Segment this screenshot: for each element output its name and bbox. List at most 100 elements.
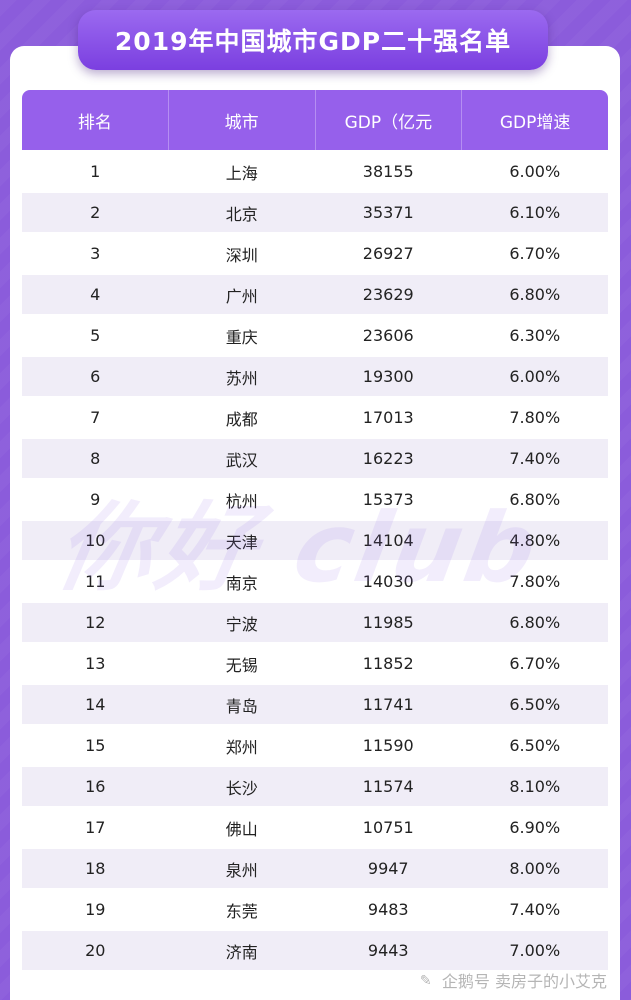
table-row: 2 北京 35371 6.10% [22, 193, 608, 232]
rank-cell: 8 [90, 449, 101, 468]
rank-cell: 2 [90, 203, 101, 222]
gdp-cell: 38155 [362, 162, 414, 181]
city-cell: 杭州 [225, 491, 258, 511]
rank-cell: 5 [90, 326, 101, 345]
gdp-cell: 9483 [367, 900, 409, 919]
city-cell: 北京 [225, 204, 258, 224]
growth-cell: 7.80% [509, 572, 561, 591]
rank-cell: 14 [85, 695, 106, 714]
city-cell: 苏州 [225, 368, 258, 388]
rank-cell: 18 [85, 859, 106, 878]
rank-cell: 17 [85, 818, 106, 837]
growth-cell: 7.80% [509, 408, 561, 427]
table-row: 17 佛山 10751 6.90% [22, 808, 608, 847]
gdp-cell: 11741 [362, 695, 414, 714]
column-header: 城市 [169, 90, 316, 150]
growth-cell: 6.70% [509, 244, 561, 263]
city-cell: 天津 [225, 532, 258, 552]
rank-cell: 19 [85, 900, 106, 919]
city-cell: 成都 [225, 409, 258, 429]
table-row: 11 南京 14030 7.80% [22, 562, 608, 601]
rank-cell: 11 [85, 572, 106, 591]
rank-cell: 15 [85, 736, 106, 755]
rank-cell: 10 [85, 531, 106, 550]
rank-cell: 13 [85, 654, 106, 673]
city-cell: 无锡 [225, 655, 258, 675]
city-cell: 宁波 [225, 614, 258, 634]
gdp-cell: 23606 [362, 326, 414, 345]
city-cell: 东莞 [225, 901, 258, 921]
feather-icon: ✎ [419, 973, 432, 989]
table-row: 19 东莞 9483 7.40% [22, 890, 608, 929]
gdp-cell: 11590 [362, 736, 414, 755]
city-cell: 武汉 [225, 450, 258, 470]
table-row: 5 重庆 23606 6.30% [22, 316, 608, 355]
table-row: 12 宁波 11985 6.80% [22, 603, 608, 642]
growth-cell: 6.10% [509, 203, 561, 222]
city-cell: 佛山 [225, 819, 258, 839]
table-row: 13 无锡 11852 6.70% [22, 644, 608, 683]
column-header: GDP（亿元 [316, 90, 463, 150]
growth-cell: 7.00% [509, 941, 561, 960]
table-row: 10 天津 14104 4.80% [22, 521, 608, 560]
city-cell: 南京 [225, 573, 258, 593]
city-cell: 深圳 [225, 245, 258, 265]
growth-cell: 6.70% [509, 654, 561, 673]
gdp-cell: 10751 [362, 818, 414, 837]
rank-cell: 7 [90, 408, 101, 427]
rank-cell: 9 [90, 490, 101, 509]
column-header: 排名 [22, 90, 169, 150]
city-cell: 泉州 [225, 860, 258, 880]
growth-cell: 8.10% [509, 777, 561, 796]
rank-cell: 6 [90, 367, 101, 386]
gdp-cell: 11574 [362, 777, 414, 796]
table-row: 9 杭州 15373 6.80% [22, 480, 608, 519]
gdp-cell: 9947 [367, 859, 409, 878]
city-cell: 青岛 [225, 696, 258, 716]
table-row: 1 上海 38155 6.00% [22, 152, 608, 191]
page-title: 2019年中国城市GDP二十强名单 [114, 27, 512, 56]
gdp-table: 排名 城市 GDP（亿元 GDP增速 1 上海 38155 6.00% 2 北京 35371 6.1… [22, 90, 608, 972]
table-row: 3 深圳 26927 6.70% [22, 234, 608, 273]
title-banner: 2019年中国城市GDP二十强名单 [78, 10, 548, 70]
city-cell: 郑州 [225, 737, 258, 757]
growth-cell: 6.00% [509, 367, 561, 386]
gdp-cell: 26927 [362, 244, 414, 263]
gdp-cell: 9443 [367, 941, 409, 960]
growth-cell: 6.30% [509, 326, 561, 345]
gdp-cell: 11985 [362, 613, 414, 632]
table-row: 15 郑州 11590 6.50% [22, 726, 608, 765]
gdp-cell: 16223 [362, 449, 414, 468]
growth-cell: 7.40% [509, 449, 561, 468]
gdp-cell: 23629 [362, 285, 414, 304]
city-cell: 重庆 [225, 327, 258, 347]
table-row: 18 泉州 9947 8.00% [22, 849, 608, 888]
growth-cell: 6.80% [509, 285, 561, 304]
table-row: 8 武汉 16223 7.40% [22, 439, 608, 478]
growth-cell: 6.90% [509, 818, 561, 837]
table-row: 4 广州 23629 6.80% [22, 275, 608, 314]
column-header: GDP增速 [499, 112, 571, 133]
rank-cell: 4 [90, 285, 101, 304]
city-cell: 广州 [225, 286, 258, 306]
growth-cell: 6.50% [509, 736, 561, 755]
gdp-cell: 17013 [362, 408, 414, 427]
growth-cell: 7.40% [509, 900, 561, 919]
city-cell: 长沙 [225, 778, 258, 798]
city-cell: 济南 [225, 942, 258, 962]
growth-cell: 6.50% [509, 695, 561, 714]
gdp-cell: 14030 [362, 572, 414, 591]
table-card: 排名 城市 GDP（亿元 GDP增速 1 上海 38155 6.00% 2 北京 35371 6.1… [10, 46, 620, 1000]
growth-cell: 6.80% [509, 490, 561, 509]
gdp-cell: 15373 [362, 490, 414, 509]
table-row: 14 青岛 11741 6.50% [22, 685, 608, 724]
growth-cell: 6.80% [509, 613, 561, 632]
table-header: 排名 城市 GDP（亿元 GDP增速 [22, 90, 608, 150]
table-row: 7 成都 17013 7.80% [22, 398, 608, 437]
table-row: 6 苏州 19300 6.00% [22, 357, 608, 396]
rank-cell: 3 [90, 244, 101, 263]
gdp-cell: 11852 [362, 654, 414, 673]
growth-cell: 8.00% [509, 859, 561, 878]
rank-cell: 16 [85, 777, 106, 796]
table-row: 16 长沙 11574 8.10% [22, 767, 608, 806]
